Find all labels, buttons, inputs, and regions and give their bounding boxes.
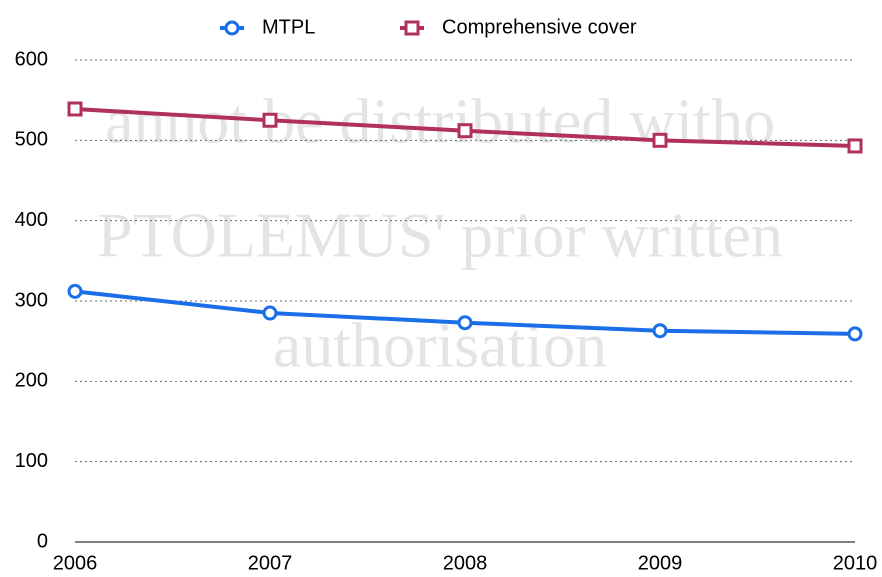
point [262,305,278,321]
x-tick-label: 2010 [833,552,878,574]
legend-label: Comprehensive cover [442,16,637,38]
legend-marker [404,20,420,36]
point [457,315,473,331]
watermark: annot be distributed witho [105,86,775,157]
legend-label: MTPL [262,16,315,38]
y-tick-label: 400 [15,209,48,231]
y-tick-label: 100 [15,450,48,472]
point [457,123,473,139]
point [67,283,83,299]
point [847,138,863,154]
y-tick-label: 600 [15,48,48,70]
point [652,132,668,148]
point [262,112,278,128]
x-tick-label: 2008 [443,552,488,574]
y-tick-label: 300 [15,289,48,311]
watermark: PTOLEMUS' prior written [97,200,783,271]
x-tick-label: 2009 [638,552,683,574]
point [67,101,83,117]
legend-marker [224,20,240,36]
y-tick-label: 0 [37,530,48,552]
point [847,326,863,342]
x-tick-label: 2007 [248,552,293,574]
y-tick-label: 500 [15,129,48,151]
x-tick-label: 2006 [53,552,98,574]
point [652,323,668,339]
y-tick-label: 200 [15,370,48,392]
